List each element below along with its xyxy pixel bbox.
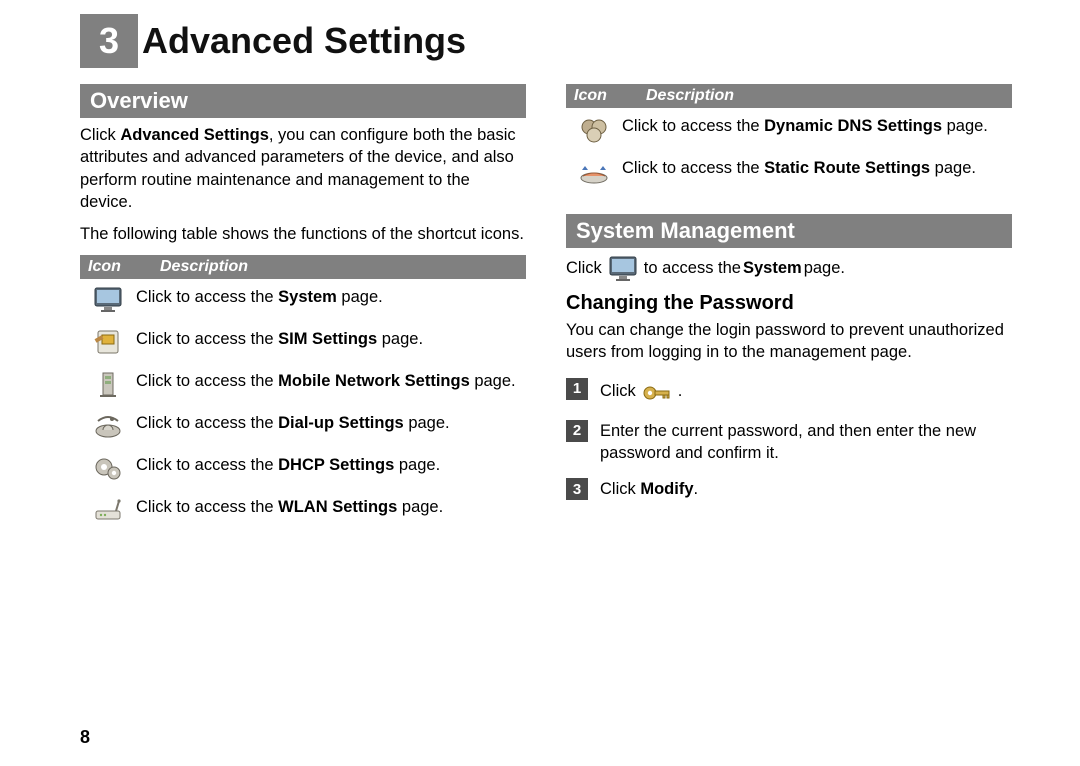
th-description: Description: [152, 255, 526, 279]
step-3: 3 Click Modify.: [566, 478, 1012, 500]
overview-paragraph-1: Click Advanced Settings, you can configu…: [80, 124, 526, 213]
text: Click: [80, 126, 120, 144]
text-bold: Modify: [640, 480, 693, 498]
two-column-layout: Overview Click Advanced Settings, you ca…: [80, 74, 1012, 531]
text: Click to access the: [136, 330, 278, 348]
table-row: Click to access the Dial-up Settings pag…: [80, 405, 526, 447]
text: Click to access the: [136, 372, 278, 390]
row-desc: Click to access the System page.: [136, 285, 526, 308]
text-bold: Mobile Network Settings: [278, 372, 470, 390]
system-management-heading: System Management: [566, 214, 1012, 248]
text-bold: Advanced Settings: [120, 126, 269, 144]
text: Click to access the: [136, 498, 278, 516]
text-bold: WLAN Settings: [278, 498, 397, 516]
changing-password-heading: Changing the Password: [566, 292, 1012, 315]
row-desc: Click to access the Dynamic DNS Settings…: [622, 114, 1012, 137]
table-row: Click to access the Dynamic DNS Settings…: [566, 108, 1012, 150]
monitor-icon: [606, 254, 640, 282]
text: page.: [377, 330, 423, 348]
overview-heading: Overview: [80, 84, 526, 118]
key-icon: [640, 378, 674, 406]
row-desc: Click to access the Dial-up Settings pag…: [136, 411, 526, 434]
text: Click to access the: [136, 414, 278, 432]
table-row: Click to access the WLAN Settings page.: [80, 489, 526, 531]
text: .: [678, 380, 683, 402]
text-bold: Dial-up Settings: [278, 414, 404, 432]
th-description: Description: [638, 84, 1012, 108]
text: Click to access the: [136, 456, 278, 474]
th-icon: Icon: [80, 255, 152, 279]
text: Click: [600, 480, 640, 498]
row-desc: Click to access the Mobile Network Setti…: [136, 369, 526, 392]
table-row: Click to access the Static Route Setting…: [566, 150, 1012, 192]
system-access-line: Click to access the System page.: [566, 254, 1012, 282]
text: .: [694, 480, 699, 498]
icon-table-header: Icon Description: [80, 255, 526, 279]
chapter-header: 3 Advanced Settings: [80, 14, 1012, 68]
text: page.: [404, 414, 450, 432]
step-number: 1: [566, 378, 588, 400]
icon-table-header: Icon Description: [566, 84, 1012, 108]
text-bold: System: [278, 288, 337, 306]
table-row: Click to access the SIM Settings page.: [80, 321, 526, 363]
page-number: 8: [80, 727, 90, 748]
text-bold: SIM Settings: [278, 330, 377, 348]
step-2: 2 Enter the current password, and then e…: [566, 420, 1012, 465]
text-bold: System: [743, 257, 802, 279]
dialup-icon: [91, 411, 125, 441]
router-icon: [91, 495, 125, 525]
text: page.: [470, 372, 516, 390]
text: Click to access the: [622, 117, 764, 135]
text-bold: Dynamic DNS Settings: [764, 117, 942, 135]
step-text: Click .: [600, 378, 682, 406]
text: to access the: [644, 257, 741, 279]
text: Click: [566, 257, 602, 279]
gears-icon: [91, 453, 125, 483]
row-desc: Click to access the Static Route Setting…: [622, 156, 1012, 179]
text: page.: [394, 456, 440, 474]
text: page.: [804, 257, 845, 279]
th-icon: Icon: [566, 84, 638, 108]
table-row: Click to access the System page.: [80, 279, 526, 321]
chapter-number-badge: 3: [80, 14, 138, 68]
route-icon: [577, 156, 611, 186]
step-1: 1 Click .: [566, 378, 1012, 406]
text: page.: [337, 288, 383, 306]
text: page.: [930, 159, 976, 177]
manual-page: 3 Advanced Settings Overview Click Advan…: [0, 0, 1080, 766]
step-number: 2: [566, 420, 588, 442]
right-column: Icon Description Click to access the Dyn…: [566, 74, 1012, 531]
sim-icon: [91, 327, 125, 357]
step-number: 3: [566, 478, 588, 500]
globes-icon: [577, 114, 611, 144]
left-column: Overview Click Advanced Settings, you ca…: [80, 74, 526, 531]
tower-icon: [91, 369, 125, 399]
overview-paragraph-2: The following table shows the functions …: [80, 223, 526, 245]
monitor-icon: [91, 285, 125, 315]
row-desc: Click to access the DHCP Settings page.: [136, 453, 526, 476]
text: page.: [397, 498, 443, 516]
row-desc: Click to access the SIM Settings page.: [136, 327, 526, 350]
text-bold: DHCP Settings: [278, 456, 394, 474]
changing-password-body: You can change the login password to pre…: [566, 319, 1012, 364]
step-text: Click Modify.: [600, 478, 698, 500]
table-row: Click to access the Mobile Network Setti…: [80, 363, 526, 405]
text: page.: [942, 117, 988, 135]
text: Click to access the: [136, 288, 278, 306]
row-desc: Click to access the WLAN Settings page.: [136, 495, 526, 518]
text: Click to access the: [622, 159, 764, 177]
table-row: Click to access the DHCP Settings page.: [80, 447, 526, 489]
text: Click: [600, 380, 636, 402]
step-text: Enter the current password, and then ent…: [600, 420, 1012, 465]
text-bold: Static Route Settings: [764, 159, 930, 177]
chapter-title: Advanced Settings: [142, 20, 466, 62]
